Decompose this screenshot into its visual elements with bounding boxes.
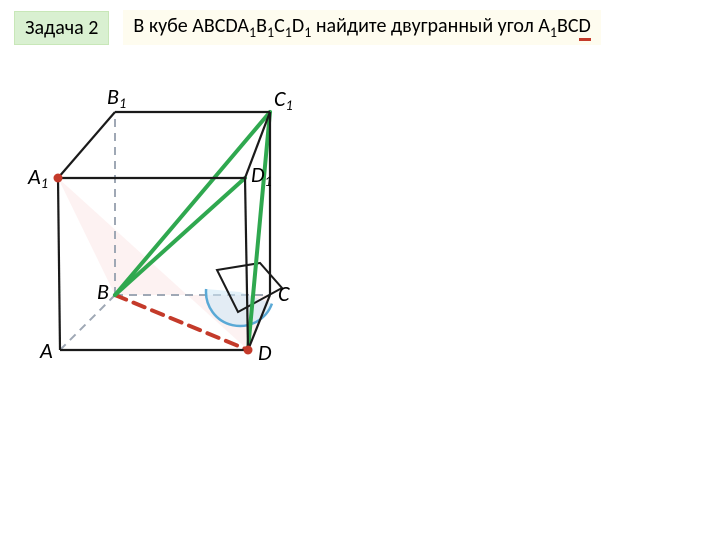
edge-B1A1 <box>58 112 115 178</box>
prompt-text-1: В кубе ABCDA <box>133 14 249 38</box>
label-D1: D1 <box>251 161 272 190</box>
prompt-text-4: D <box>292 14 304 38</box>
prompt-text-3: C <box>274 14 285 38</box>
prompt-text-underlined: D <box>579 14 591 41</box>
dot-A1 <box>54 174 63 183</box>
label-B1: B1 <box>107 83 126 112</box>
dot-D <box>244 346 253 355</box>
prompt-text-5: найдите двугранный угол A <box>311 14 550 38</box>
label-D: D <box>258 339 272 366</box>
prompt-sub-3: 1 <box>285 24 292 41</box>
label-B: B <box>97 278 109 305</box>
label-A1: A1 <box>27 163 48 192</box>
prompt-sub-5: 1 <box>550 24 557 41</box>
prompt-text-2: B <box>256 14 267 38</box>
edge-A1A <box>58 178 60 350</box>
task-badge: Задача 2 <box>14 11 109 45</box>
green-edge-D1B <box>115 178 245 295</box>
label-C: C <box>278 280 290 307</box>
prompt-text-6: BC <box>557 14 579 38</box>
header-row: Задача 2 В кубе ABCDA1B1C1D1 найдите дву… <box>0 0 720 45</box>
cube-diagram: A B C D A1 B1 C1 D1 <box>20 70 340 390</box>
label-A: A <box>39 337 53 364</box>
task-prompt: В кубе ABCDA1B1C1D1 найдите двугранный у… <box>123 10 600 45</box>
label-C1: C1 <box>274 85 293 114</box>
